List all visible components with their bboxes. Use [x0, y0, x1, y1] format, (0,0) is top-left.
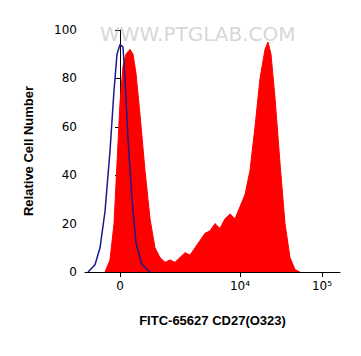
svg-text:100: 100 — [54, 23, 77, 37]
svg-text:60: 60 — [62, 120, 77, 134]
svg-text:80: 80 — [62, 71, 77, 85]
svg-text:WWW.PTGLAB.COM: WWW.PTGLAB.COM — [100, 22, 296, 46]
svg-text:40: 40 — [62, 168, 77, 182]
svg-text:0: 0 — [116, 279, 124, 293]
svg-text:10⁴: 10⁴ — [230, 279, 250, 293]
svg-text:FITC-65627 CD27(O323): FITC-65627 CD27(O323) — [139, 313, 286, 328]
svg-text:Relative Cell Number: Relative Cell Number — [21, 86, 36, 216]
svg-text:10⁵: 10⁵ — [312, 279, 332, 293]
svg-text:0: 0 — [69, 265, 77, 279]
svg-text:20: 20 — [62, 217, 77, 231]
